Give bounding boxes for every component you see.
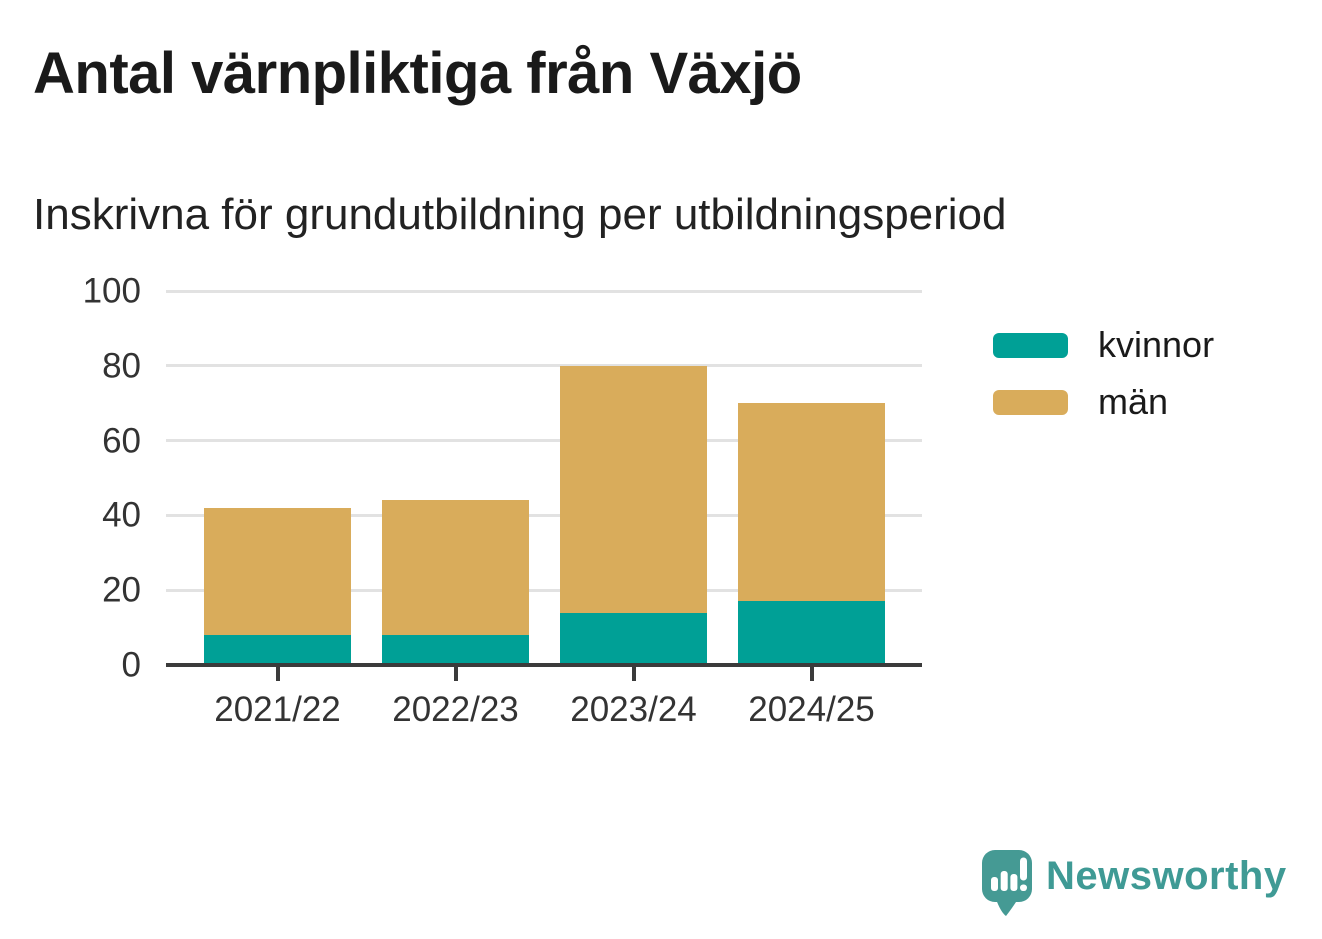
- y-tick-label-80: 80: [102, 346, 141, 386]
- legend-item-kvinnor: kvinnor: [993, 325, 1214, 365]
- y-tick-label-60: 60: [102, 421, 141, 461]
- gridline-20: [166, 588, 922, 592]
- bar-2023/24-kvinnor: [560, 612, 707, 665]
- gridline-80: [166, 364, 922, 368]
- legend: kvinnor män: [993, 325, 1214, 422]
- bar-2024/25-kvinnor: [738, 601, 885, 665]
- legend-label-kvinnor: kvinnor: [1098, 324, 1215, 365]
- x-tick-label-2023/24: 2023/24: [570, 690, 697, 729]
- x-tick-label-2021/22: 2021/22: [214, 690, 341, 729]
- x-tick-2023/24: [631, 667, 636, 681]
- y-tick-label-40: 40: [102, 495, 141, 535]
- x-axis-line: [166, 663, 922, 667]
- legend-swatch-män: [993, 389, 1068, 415]
- bar-2022/23-män: [382, 500, 529, 636]
- x-tick-label-2022/23: 2022/23: [392, 690, 519, 729]
- chart-subtitle: Inskrivna för grundutbildning per utbild…: [33, 190, 1007, 239]
- page-title: Antal värnpliktiga från Växjö: [33, 41, 802, 106]
- bar-2021/22-män: [204, 507, 351, 636]
- x-tick-2021/22: [275, 667, 280, 681]
- y-tick-label-0: 0: [121, 645, 141, 685]
- y-tick-label-20: 20: [102, 570, 141, 610]
- bar-2023/24-män: [560, 365, 707, 613]
- brand-name: Newsworthy: [1046, 854, 1287, 898]
- x-tick-2024/25: [809, 667, 814, 681]
- bar-2022/23-kvinnor: [382, 635, 529, 665]
- x-tick-2022/23: [453, 667, 458, 681]
- gridline-60: [166, 439, 922, 443]
- legend-label-män: män: [1098, 381, 1169, 422]
- gridline-100: [166, 289, 922, 293]
- legend-swatch-kvinnor: [993, 332, 1068, 358]
- y-tick-label-100: 100: [82, 271, 141, 311]
- plot-area: 0 20 40 60 80 100 2021/22 2022/23 2023/24 2024/25: [83, 274, 922, 729]
- x-tick-label-2024/25: 2024/25: [748, 690, 875, 729]
- newsworthy-logo-icon: [982, 850, 1032, 916]
- legend-item-män: män: [993, 382, 1214, 422]
- bar-2021/22-kvinnor: [204, 635, 351, 665]
- gridline-40: [166, 513, 922, 517]
- bar-2024/25-män: [738, 403, 885, 602]
